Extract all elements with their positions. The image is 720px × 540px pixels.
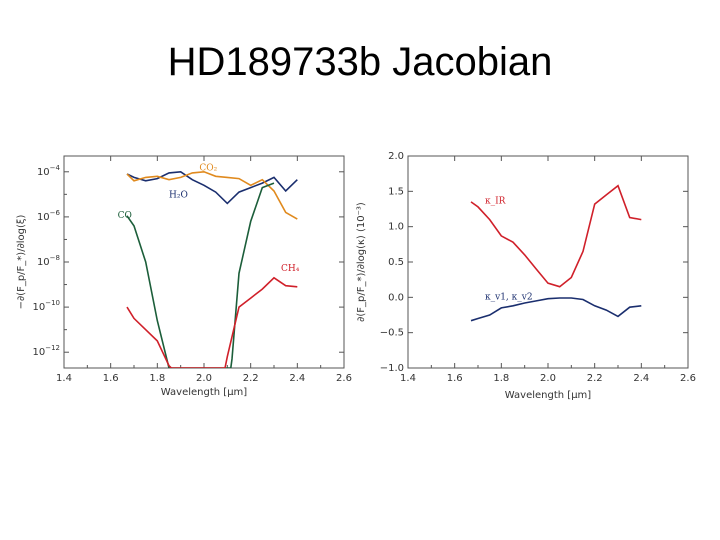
y-tick-label: 10−8 [37, 254, 60, 268]
chart-panel-2: 1.4 1.6 1.8 2.0 2.2 2.4 2.6 2.0 1.5 1.0 0.5 0.0 −0.5… [356, 151, 696, 401]
y-tick-label: 1.0 [388, 222, 404, 233]
series-line-co [126, 182, 275, 368]
plot-frame [407, 155, 689, 369]
y-tick-label: 1.5 [388, 186, 404, 197]
x-tick-label: 2.2 [243, 373, 259, 384]
y-axis-label: −∂(F_p/F_*)/∂log(ξ) [16, 215, 27, 310]
series-line-ch- [126, 276, 298, 368]
chart-panel-1: 1.4 1.6 1.8 2.0 2.2 2.4 2.6 10−4 10−6 10−8 10−10 10… [16, 155, 352, 398]
series-line-h-o [126, 170, 298, 205]
x-tick-label: 2.4 [289, 373, 305, 384]
y-tick-label: 2.0 [388, 151, 404, 162]
x-tick-label: 1.6 [447, 373, 463, 384]
x-tick-label: 2.6 [336, 373, 352, 384]
x-tick-label: 1.8 [149, 373, 165, 384]
y-tick-label: 0.5 [388, 257, 404, 268]
y-tick-label: 0.0 [388, 292, 404, 303]
slide-title: HD189733b Jacobian [167, 40, 553, 84]
x-tick-label: 1.4 [56, 373, 72, 384]
plot-frame [63, 155, 345, 369]
y-axis-label: ∂(F_p/F_*)/∂log(κ) (10⁻³) [356, 202, 367, 322]
x-tick-label: 1.8 [493, 373, 509, 384]
x-axis-label: Wavelength [μm] [161, 387, 248, 398]
x-axis-label: Wavelength [μm] [505, 390, 592, 401]
series-label--ir: κ_IR [485, 196, 506, 206]
x-tick-label: 1.4 [400, 373, 416, 384]
y-tick-label: 10−10 [32, 299, 60, 313]
x-tick-label: 2.2 [587, 373, 603, 384]
x-tick-label: 2.0 [196, 373, 212, 384]
series-label--v1-v2: κ_v1, κ_v2 [485, 292, 533, 302]
series-label-ch-: CH₄ [281, 264, 300, 274]
y-tick-label: −1.0 [380, 363, 404, 374]
series-label-co-: CO₂ [199, 164, 217, 174]
y-tick-label: 10−4 [37, 164, 61, 178]
y-tick-label: −0.5 [380, 328, 404, 339]
y-tick-label: 10−12 [32, 344, 60, 358]
series-label-h-o: H₂O [169, 191, 188, 201]
series-line--ir [470, 184, 642, 288]
series-label-co: CO [118, 211, 132, 221]
x-tick-label: 2.0 [540, 373, 556, 384]
series-line--v1-v2 [470, 297, 642, 322]
x-tick-label: 1.6 [103, 373, 119, 384]
x-tick-label: 2.6 [680, 373, 696, 384]
x-tick-label: 2.4 [633, 373, 649, 384]
y-tick-label: 10−6 [37, 209, 61, 223]
